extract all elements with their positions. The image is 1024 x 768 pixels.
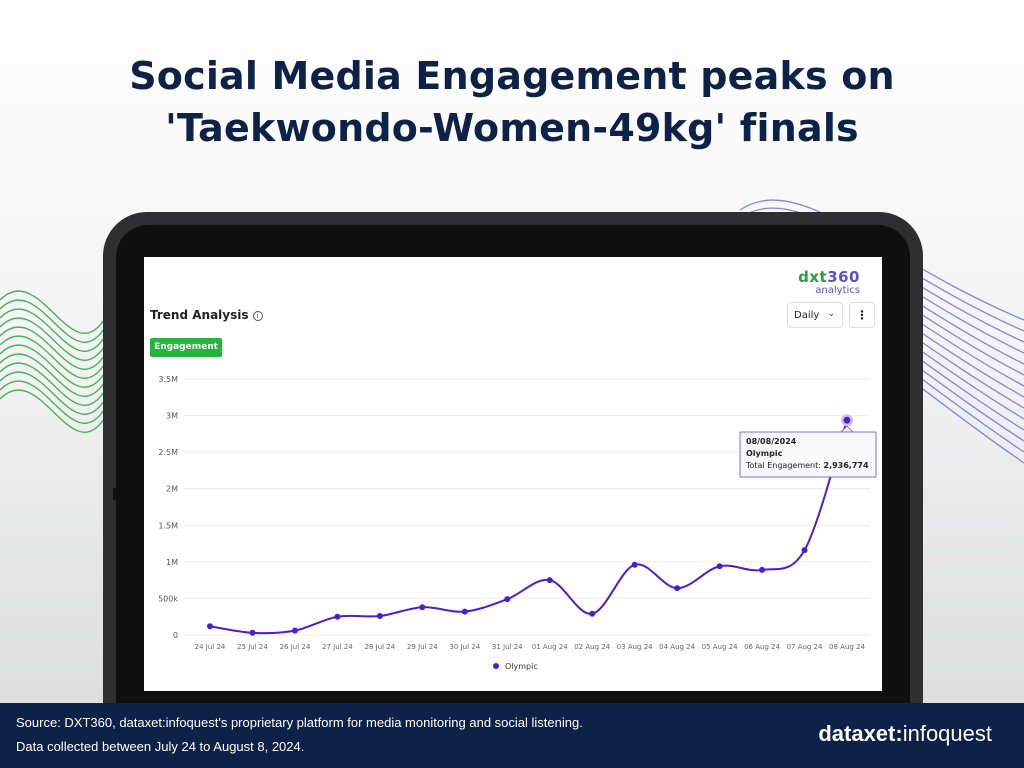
brand-name-part1: dxt (798, 268, 828, 286)
data-point (504, 596, 511, 603)
data-point (801, 547, 808, 554)
y-tick-label: 1M (166, 558, 178, 567)
brand-sub: analytics (815, 285, 860, 296)
data-point (674, 585, 681, 592)
tooltip-box (739, 431, 877, 478)
data-point (631, 561, 638, 568)
dxt360-logo: dxt360 analytics (798, 268, 860, 297)
headline-line2: 'Taekwondo-Women-49kg' finals (165, 106, 859, 150)
panel-title-text: Trend Analysis (150, 308, 249, 322)
x-tick-label: 24 Jul 24 (195, 643, 226, 651)
data-point (207, 623, 213, 630)
y-tick-label: 500k (158, 594, 178, 603)
x-tick-label: 05 Aug 24 (702, 643, 738, 651)
green-wave-line (0, 362, 105, 406)
green-wave-line (0, 335, 105, 379)
dashboard-screen: dxt360 analytics Trend Analysis i Daily ⌄… (144, 257, 882, 691)
x-tick-label: 07 Aug 24 (787, 643, 823, 651)
x-tick-label: 04 Aug 24 (659, 643, 695, 651)
x-tick-label: 30 Jul 24 (449, 643, 480, 651)
x-tick-label: 28 Jul 24 (365, 643, 396, 651)
x-tick-label: 01 Aug 24 (532, 643, 568, 651)
green-wave-line (0, 344, 105, 388)
x-tick-label: 29 Jul 24 (407, 643, 438, 651)
legend-label-olympic: Olympic (505, 662, 538, 671)
green-wave-line (0, 353, 105, 397)
data-point (376, 612, 383, 619)
logo-light: infoquest (902, 721, 992, 746)
green-wave-line (0, 380, 105, 424)
x-tick-label: 02 Aug 24 (574, 643, 610, 651)
data-point (419, 604, 426, 611)
tablet-side-button (113, 488, 118, 500)
engagement-metric-button[interactable]: Engagement (150, 338, 222, 357)
series-line-olympic (209, 419, 848, 635)
legend-marker-olympic (493, 663, 499, 669)
data-point (249, 629, 256, 636)
tooltip-total-label: Total Engagement: (745, 461, 824, 470)
x-tick-label: 08 Aug 24 (829, 643, 865, 651)
y-tick-label: 2.5M (158, 448, 178, 457)
green-wave-line (0, 290, 105, 334)
x-tick-label: 26 Jul 24 (280, 643, 311, 651)
data-point (589, 610, 596, 617)
x-tick-label: 03 Aug 24 (617, 643, 653, 651)
logo-sep: : (895, 721, 903, 746)
source-note: Source: DXT360, dataxet:infoquest's prop… (16, 715, 583, 730)
y-tick-label: 0 (173, 631, 178, 640)
tooltip-total: Total Engagement: 2,936,774 (745, 461, 869, 470)
x-tick-label: 31 Jul 24 (492, 643, 523, 651)
tooltip-total-value: 2,936,774 (824, 461, 869, 470)
panel-title: Trend Analysis i (150, 308, 263, 322)
collection-note: Data collected between July 24 to August… (16, 739, 305, 754)
period-select-value: Daily (794, 310, 820, 321)
green-wave-line (0, 389, 105, 433)
tooltip-pointer (839, 425, 855, 433)
y-tick-label: 3M (166, 412, 178, 421)
green-wave-line (0, 317, 105, 361)
data-point (759, 566, 766, 573)
footer: Source: DXT360, dataxet:infoquest's prop… (0, 703, 1024, 768)
data-point (843, 416, 851, 424)
trend-chart: 0 500k 1M 1.5M 2M 2.5M 3M 3.5M 24 Jul 24 25 Jul 2… (158, 375, 877, 671)
info-icon[interactable]: i (252, 310, 263, 321)
brand-name-part2: 360 (827, 268, 860, 286)
headline-line1: Social Media Engagement peaks on (129, 54, 895, 98)
tooltip-series: Olympic (746, 449, 783, 458)
green-wave-line (0, 371, 105, 415)
y-tick-label: 1.5M (158, 521, 178, 530)
tooltip-date: 08/08/2024 (746, 437, 797, 446)
period-select[interactable]: Daily ⌄ (787, 302, 843, 328)
dataxet-infoquest-logo: dataxet:infoquest (818, 721, 992, 747)
chevron-down-icon: ⌄ (827, 309, 835, 319)
headline: Social Media Engagement peaks on 'Taekwo… (0, 50, 1024, 154)
green-wave-line (0, 308, 105, 352)
green-wave-line (0, 326, 105, 370)
data-point (291, 627, 298, 634)
data-point (546, 577, 553, 584)
y-tick-label: 2M (166, 485, 178, 494)
x-tick-label: 27 Jul 24 (322, 643, 353, 651)
logo-bold: dataxet (818, 721, 896, 746)
data-point (716, 563, 723, 570)
x-tick-label: 06 Aug 24 (744, 643, 780, 651)
data-point (461, 608, 468, 615)
x-tick-label: 25 Jul 24 (237, 643, 268, 651)
green-wave-line (0, 299, 105, 343)
y-tick-label: 3.5M (158, 375, 178, 384)
data-point (334, 613, 341, 620)
more-options-button[interactable]: ⋮ (849, 302, 875, 328)
